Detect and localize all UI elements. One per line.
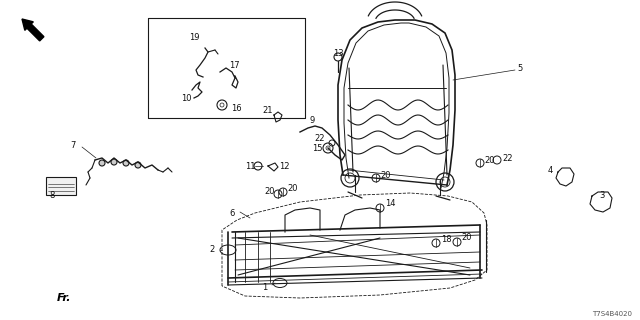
Text: 22: 22 bbox=[315, 133, 325, 142]
Text: 9: 9 bbox=[309, 116, 315, 124]
Text: 2: 2 bbox=[209, 245, 214, 254]
Text: 6: 6 bbox=[229, 210, 235, 219]
Text: 3: 3 bbox=[599, 190, 605, 199]
Text: 18: 18 bbox=[441, 236, 451, 244]
Text: 19: 19 bbox=[189, 33, 199, 42]
Circle shape bbox=[111, 159, 117, 165]
Text: T7S4B4020: T7S4B4020 bbox=[592, 311, 632, 317]
Text: 20: 20 bbox=[484, 156, 495, 164]
Text: 8: 8 bbox=[49, 190, 54, 199]
Text: 4: 4 bbox=[547, 165, 552, 174]
Circle shape bbox=[135, 162, 141, 168]
Text: 17: 17 bbox=[228, 60, 239, 69]
Text: 16: 16 bbox=[230, 103, 241, 113]
Text: 7: 7 bbox=[70, 140, 76, 149]
Text: 20: 20 bbox=[461, 234, 472, 243]
Circle shape bbox=[99, 160, 105, 166]
Text: 13: 13 bbox=[333, 49, 343, 58]
Text: 11: 11 bbox=[244, 162, 255, 171]
Bar bbox=[46, 177, 76, 195]
Text: 5: 5 bbox=[517, 63, 523, 73]
Text: 20: 20 bbox=[265, 188, 275, 196]
Text: 15: 15 bbox=[312, 143, 323, 153]
Circle shape bbox=[123, 160, 129, 166]
Text: Fr.: Fr. bbox=[57, 293, 72, 303]
Text: 12: 12 bbox=[279, 162, 289, 171]
Text: 22: 22 bbox=[503, 154, 513, 163]
Text: 10: 10 bbox=[180, 93, 191, 102]
Text: 20: 20 bbox=[288, 183, 298, 193]
FancyArrow shape bbox=[22, 19, 44, 41]
Text: 20: 20 bbox=[381, 171, 391, 180]
Text: 1: 1 bbox=[262, 283, 268, 292]
Text: 21: 21 bbox=[263, 106, 273, 115]
Text: 14: 14 bbox=[385, 199, 396, 209]
